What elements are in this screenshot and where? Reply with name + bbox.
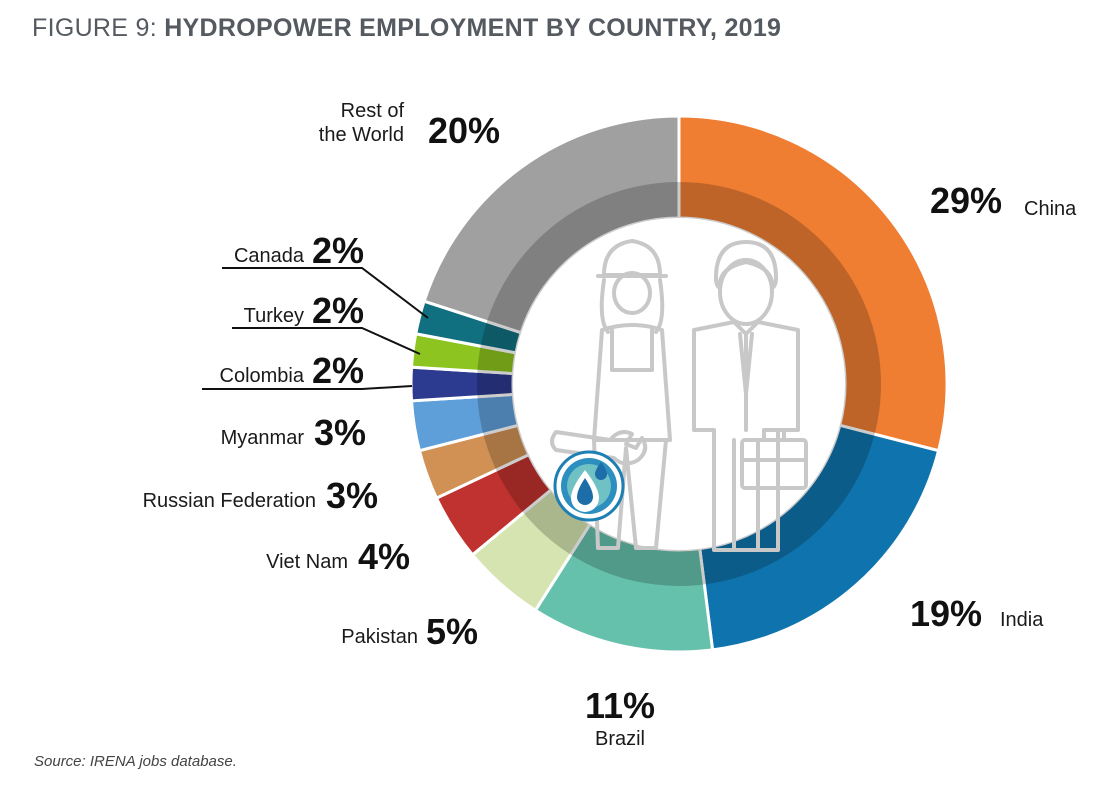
label-china-pct: 29% [930, 180, 1002, 221]
label-brazil-name: Brazil [595, 728, 645, 750]
label-rest-line2: the World [319, 124, 404, 146]
label-canada-name: Canada [234, 245, 305, 267]
workers-icon [550, 239, 808, 552]
label-india-pct: 19% [910, 593, 982, 634]
label-pakistan-name: Pakistan [341, 626, 418, 648]
chart-title-main: HYDROPOWER EMPLOYMENT BY COUNTRY, 2019 [164, 14, 782, 42]
label-vietnam-name: Viet Nam [266, 551, 348, 573]
label-turkey-pct: 2% [312, 290, 364, 331]
label-colombia-name: Colombia [220, 365, 305, 387]
donut-inner-band [477, 182, 881, 586]
leader-line-canada [222, 267, 429, 319]
label-colombia-pct: 2% [312, 350, 364, 391]
label-pakistan-pct: 5% [426, 611, 478, 652]
label-russia-name: Russian Federation [143, 490, 316, 512]
label-rest-pct: 20% [428, 110, 500, 151]
label-vietnam-pct: 4% [358, 536, 410, 577]
donut-slices [409, 114, 949, 654]
slice-india [698, 423, 941, 652]
chart-title-prefix: FIGURE 9: [32, 14, 157, 42]
leader-line-colombia [202, 385, 413, 390]
label-brazil-pct: 11% [585, 685, 655, 726]
label-china-name: China [1024, 198, 1077, 220]
label-myanmar-name: Myanmar [221, 427, 305, 449]
slice-labels: Rest of the World 20% 29% China 19% Indi… [143, 100, 1078, 750]
label-turkey-name: Turkey [244, 305, 304, 327]
slice-rest-of-the-world [422, 114, 681, 335]
label-india-name: India [1000, 609, 1044, 631]
label-rest-line1: Rest of [341, 100, 405, 122]
label-russia-pct: 3% [326, 475, 378, 516]
water-drop-icon [553, 450, 625, 522]
source-note: Source: IRENA jobs database. [34, 753, 237, 770]
chart-title: FIGURE 9: HYDROPOWER EMPLOYMENT BY COUNT… [32, 14, 781, 43]
label-canada-pct: 2% [312, 230, 364, 271]
leader-lines [202, 267, 429, 390]
leader-line-turkey [232, 327, 421, 355]
label-myanmar-pct: 3% [314, 412, 366, 453]
slice-china [677, 114, 949, 453]
